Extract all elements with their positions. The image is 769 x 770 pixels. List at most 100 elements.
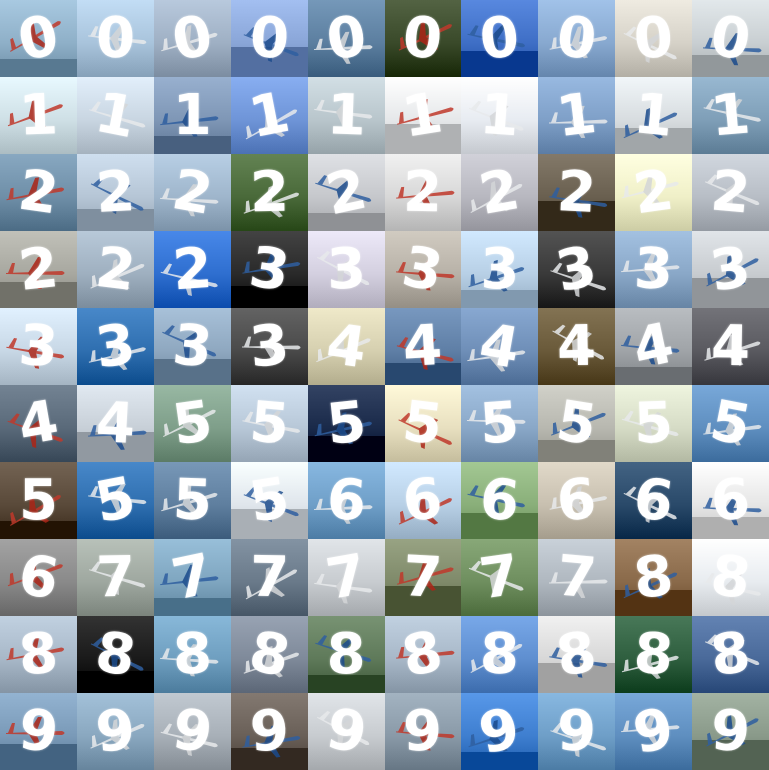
- handwritten-digit: 8: [479, 620, 521, 688]
- airplane-icon: [245, 567, 297, 600]
- photo-background: [461, 385, 539, 462]
- handwritten-digit: 3: [246, 311, 292, 381]
- image-tile: 5: [153, 385, 231, 462]
- airplane-icon: [549, 645, 608, 678]
- handwritten-digit: 1: [708, 80, 753, 150]
- airplane-icon: [160, 263, 218, 296]
- airplane-icon: [88, 101, 146, 136]
- handwritten-digit: 2: [555, 158, 598, 226]
- image-tile: 3: [384, 231, 462, 308]
- photo-background: [461, 616, 539, 693]
- handwritten-digit: 1: [325, 81, 367, 149]
- ground-strip: [384, 124, 462, 154]
- handwritten-digit: 1: [630, 80, 677, 150]
- handwritten-digit: 8: [630, 542, 677, 612]
- ground-strip: [0, 521, 77, 539]
- image-tile: 8: [0, 616, 77, 693]
- image-tile: 1: [461, 77, 539, 154]
- airplane-icon: [243, 645, 299, 678]
- image-tile: 2: [230, 154, 308, 231]
- airplane-icon: [314, 635, 371, 670]
- airplane-icon: [395, 638, 454, 671]
- image-tile: 5: [230, 385, 308, 462]
- airplane-icon: [467, 339, 526, 372]
- airplane-icon: [160, 484, 218, 517]
- airplane-icon: [622, 173, 679, 206]
- ground-strip: [692, 517, 769, 539]
- image-tile: 8: [692, 539, 769, 616]
- ground-strip: [307, 675, 385, 693]
- handwritten-digit: 0: [322, 3, 370, 73]
- airplane-icon: [161, 325, 216, 362]
- airplane-icon: [467, 405, 526, 438]
- handwritten-digit: 0: [477, 3, 523, 73]
- image-tile: 4: [384, 308, 462, 385]
- airplane-icon: [469, 560, 524, 597]
- image-tile: 2: [461, 154, 539, 231]
- image-tile: 6: [692, 462, 769, 539]
- photo-background: [692, 539, 769, 616]
- ground-strip: [153, 136, 231, 154]
- airplane-icon: [623, 107, 678, 139]
- ground-strip: [307, 213, 385, 231]
- airplane-icon: [241, 331, 301, 364]
- image-tile: 5: [384, 385, 462, 462]
- ground-strip: [461, 290, 539, 308]
- image-tile: 9: [153, 693, 231, 770]
- photo-background: [307, 231, 385, 308]
- ground-strip: [692, 740, 769, 770]
- airplane-icon: [90, 637, 144, 674]
- airplane-icon: [7, 97, 63, 130]
- handwritten-digit: 2: [94, 158, 137, 226]
- ground-strip: [692, 278, 769, 308]
- image-tile: 9: [76, 693, 154, 770]
- image-tile: 2: [153, 231, 231, 308]
- airplane-icon: [313, 491, 373, 524]
- airplane-icon: [470, 181, 523, 213]
- image-tile: 2: [76, 231, 154, 308]
- ground-strip: [153, 359, 231, 385]
- airplane-icon: [552, 324, 605, 362]
- handwritten-digit: 8: [326, 621, 366, 687]
- airplane-icon: [396, 98, 454, 131]
- airplane-icon: [242, 410, 300, 443]
- handwritten-digit: 5: [399, 388, 447, 458]
- handwritten-digit: 5: [246, 388, 292, 458]
- image-tile: 2: [153, 154, 231, 231]
- image-tile: 0: [0, 0, 77, 77]
- image-tile: 1: [538, 77, 616, 154]
- handwritten-digit: 4: [401, 312, 445, 380]
- handwritten-digit: 0: [400, 3, 446, 73]
- airplane-icon: [162, 405, 216, 438]
- airplane-icon: [242, 725, 300, 758]
- airplane-icon: [467, 484, 526, 517]
- airplane-icon: [159, 104, 219, 137]
- handwritten-digit: 9: [93, 696, 138, 766]
- handwritten-digit: 3: [325, 235, 367, 303]
- airplane-icon: [468, 259, 525, 292]
- image-tile: 2: [692, 154, 769, 231]
- image-tile: 3: [615, 231, 693, 308]
- airplane-icon: [395, 718, 454, 751]
- handwritten-digit: 4: [710, 313, 751, 379]
- airplane-icon: [314, 412, 372, 445]
- ground-strip: [538, 440, 616, 462]
- image-tile: 1: [153, 77, 231, 154]
- image-tile: 8: [538, 616, 616, 693]
- image-tile: 8: [307, 616, 385, 693]
- image-tile: 1: [692, 77, 769, 154]
- handwritten-digit: 8: [631, 620, 676, 688]
- airplane-icon: [623, 26, 677, 64]
- airplane-icon: [549, 26, 608, 59]
- ground-strip: [461, 51, 539, 77]
- handwritten-digit: 5: [478, 389, 522, 457]
- image-tile: 5: [0, 462, 77, 539]
- handwritten-digit: 0: [248, 4, 291, 72]
- photo-background: [615, 616, 693, 693]
- photo-background: [461, 539, 539, 616]
- photo-background: [615, 385, 693, 462]
- handwritten-digit: 9: [709, 697, 752, 765]
- photo-background: [384, 385, 462, 462]
- image-tile: 6: [615, 462, 693, 539]
- airplane-icon: [160, 723, 218, 756]
